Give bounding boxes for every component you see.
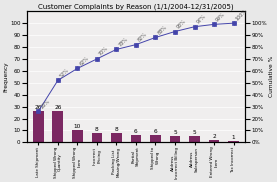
Text: 88%: 88% bbox=[157, 24, 168, 36]
Bar bbox=[150, 135, 161, 142]
Text: 99%: 99% bbox=[215, 11, 226, 23]
Text: 8: 8 bbox=[115, 127, 118, 132]
Bar bbox=[209, 140, 219, 142]
Bar bbox=[72, 130, 83, 142]
Text: 52%: 52% bbox=[59, 67, 70, 79]
Text: 100%: 100% bbox=[235, 8, 248, 21]
Text: 2: 2 bbox=[212, 134, 216, 139]
Text: 62%: 62% bbox=[78, 56, 89, 67]
Text: 82%: 82% bbox=[137, 32, 148, 43]
Text: 97%: 97% bbox=[196, 14, 207, 25]
Text: 5: 5 bbox=[173, 130, 177, 135]
Title: Customer Complaints by Reason (1/1/2004-12/31/2005): Customer Complaints by Reason (1/1/2004-… bbox=[38, 3, 234, 10]
Bar bbox=[228, 141, 239, 142]
Bar bbox=[33, 111, 44, 142]
Y-axis label: Cumulative %: Cumulative % bbox=[268, 56, 273, 98]
Text: 93%: 93% bbox=[176, 19, 187, 30]
Text: 70%: 70% bbox=[98, 46, 109, 57]
Bar bbox=[91, 133, 102, 142]
Bar bbox=[189, 136, 200, 142]
Text: 78%: 78% bbox=[117, 36, 129, 48]
Text: 26: 26 bbox=[54, 105, 61, 110]
Text: 6: 6 bbox=[154, 129, 157, 134]
Text: 26: 26 bbox=[35, 105, 42, 110]
Bar bbox=[170, 136, 180, 142]
Bar bbox=[130, 135, 141, 142]
Text: 5: 5 bbox=[193, 130, 196, 135]
Text: 8: 8 bbox=[95, 127, 99, 132]
Y-axis label: Frequency: Frequency bbox=[4, 62, 9, 92]
Text: 6: 6 bbox=[134, 129, 138, 134]
Text: 26%: 26% bbox=[39, 98, 50, 110]
Bar bbox=[52, 111, 63, 142]
Bar bbox=[111, 133, 122, 142]
Text: 10: 10 bbox=[74, 124, 81, 129]
Text: 1: 1 bbox=[232, 135, 235, 140]
